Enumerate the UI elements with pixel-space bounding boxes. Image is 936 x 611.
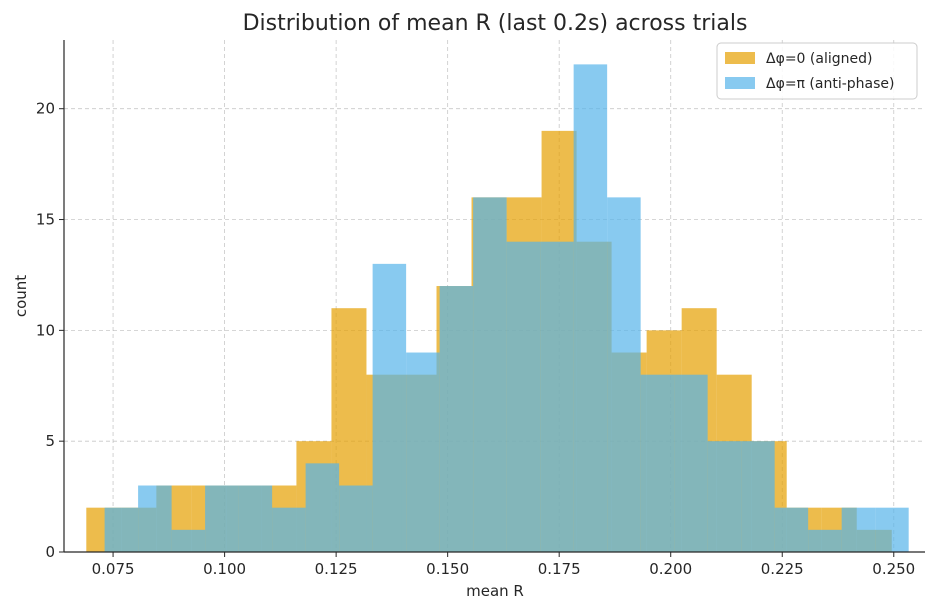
x-tick-label: 0.250 <box>872 560 915 578</box>
bar <box>372 263 407 552</box>
x-tick-label: 0.100 <box>203 560 246 578</box>
legend-box <box>716 42 918 100</box>
x-tick-label: 0.200 <box>649 560 692 578</box>
x-tick-label: 0.125 <box>315 560 358 578</box>
bar <box>808 529 842 552</box>
bar <box>741 441 775 552</box>
bar <box>841 507 876 552</box>
bar <box>607 197 641 552</box>
bar <box>205 485 239 552</box>
bars <box>86 64 909 553</box>
bar <box>506 241 541 553</box>
x-tick-label: 0.225 <box>761 560 804 578</box>
bar <box>774 507 809 552</box>
legend: Δφ=0 (aligned) Δφ=π (anti-phase) <box>716 42 918 100</box>
y-tick-label: 0 <box>45 543 55 561</box>
bar <box>875 507 909 552</box>
axes <box>63 40 925 553</box>
x-tick-label: 0.175 <box>538 560 581 578</box>
ticks: 0.075 0.100 0.125 0.150 0.175 0.200 0.225 0.250… <box>36 100 915 578</box>
bar <box>171 529 206 552</box>
bar <box>305 463 340 552</box>
legend-label-aligned: Δφ=0 (aligned) <box>766 51 872 67</box>
bar <box>707 441 742 552</box>
legend-swatch-anti-phase <box>725 77 755 89</box>
x-axis-title: mean R <box>466 582 524 600</box>
bar <box>339 485 373 552</box>
bar <box>473 197 507 552</box>
legend-swatch-aligned <box>725 52 755 64</box>
bar <box>674 374 708 552</box>
bar <box>540 241 574 553</box>
y-axis-title: count <box>12 275 30 317</box>
y-tick-label: 20 <box>36 100 55 118</box>
bar <box>640 374 675 552</box>
bar <box>406 352 440 552</box>
bar <box>138 485 172 552</box>
legend-label-anti-phase: Δφ=π (anti-phase) <box>766 76 894 92</box>
bar <box>104 507 139 552</box>
bar <box>439 286 474 552</box>
y-tick-label: 10 <box>36 321 55 339</box>
x-tick-label: 0.075 <box>92 560 135 578</box>
y-tick-label: 5 <box>45 432 55 450</box>
x-tick-label: 0.150 <box>426 560 469 578</box>
chart-title: Distribution of mean R (last 0.2s) acros… <box>243 11 748 36</box>
bar <box>238 485 273 552</box>
bar <box>272 507 306 552</box>
series-anti-phase <box>104 64 909 553</box>
bar <box>573 64 608 552</box>
y-tick-label: 15 <box>36 211 55 229</box>
